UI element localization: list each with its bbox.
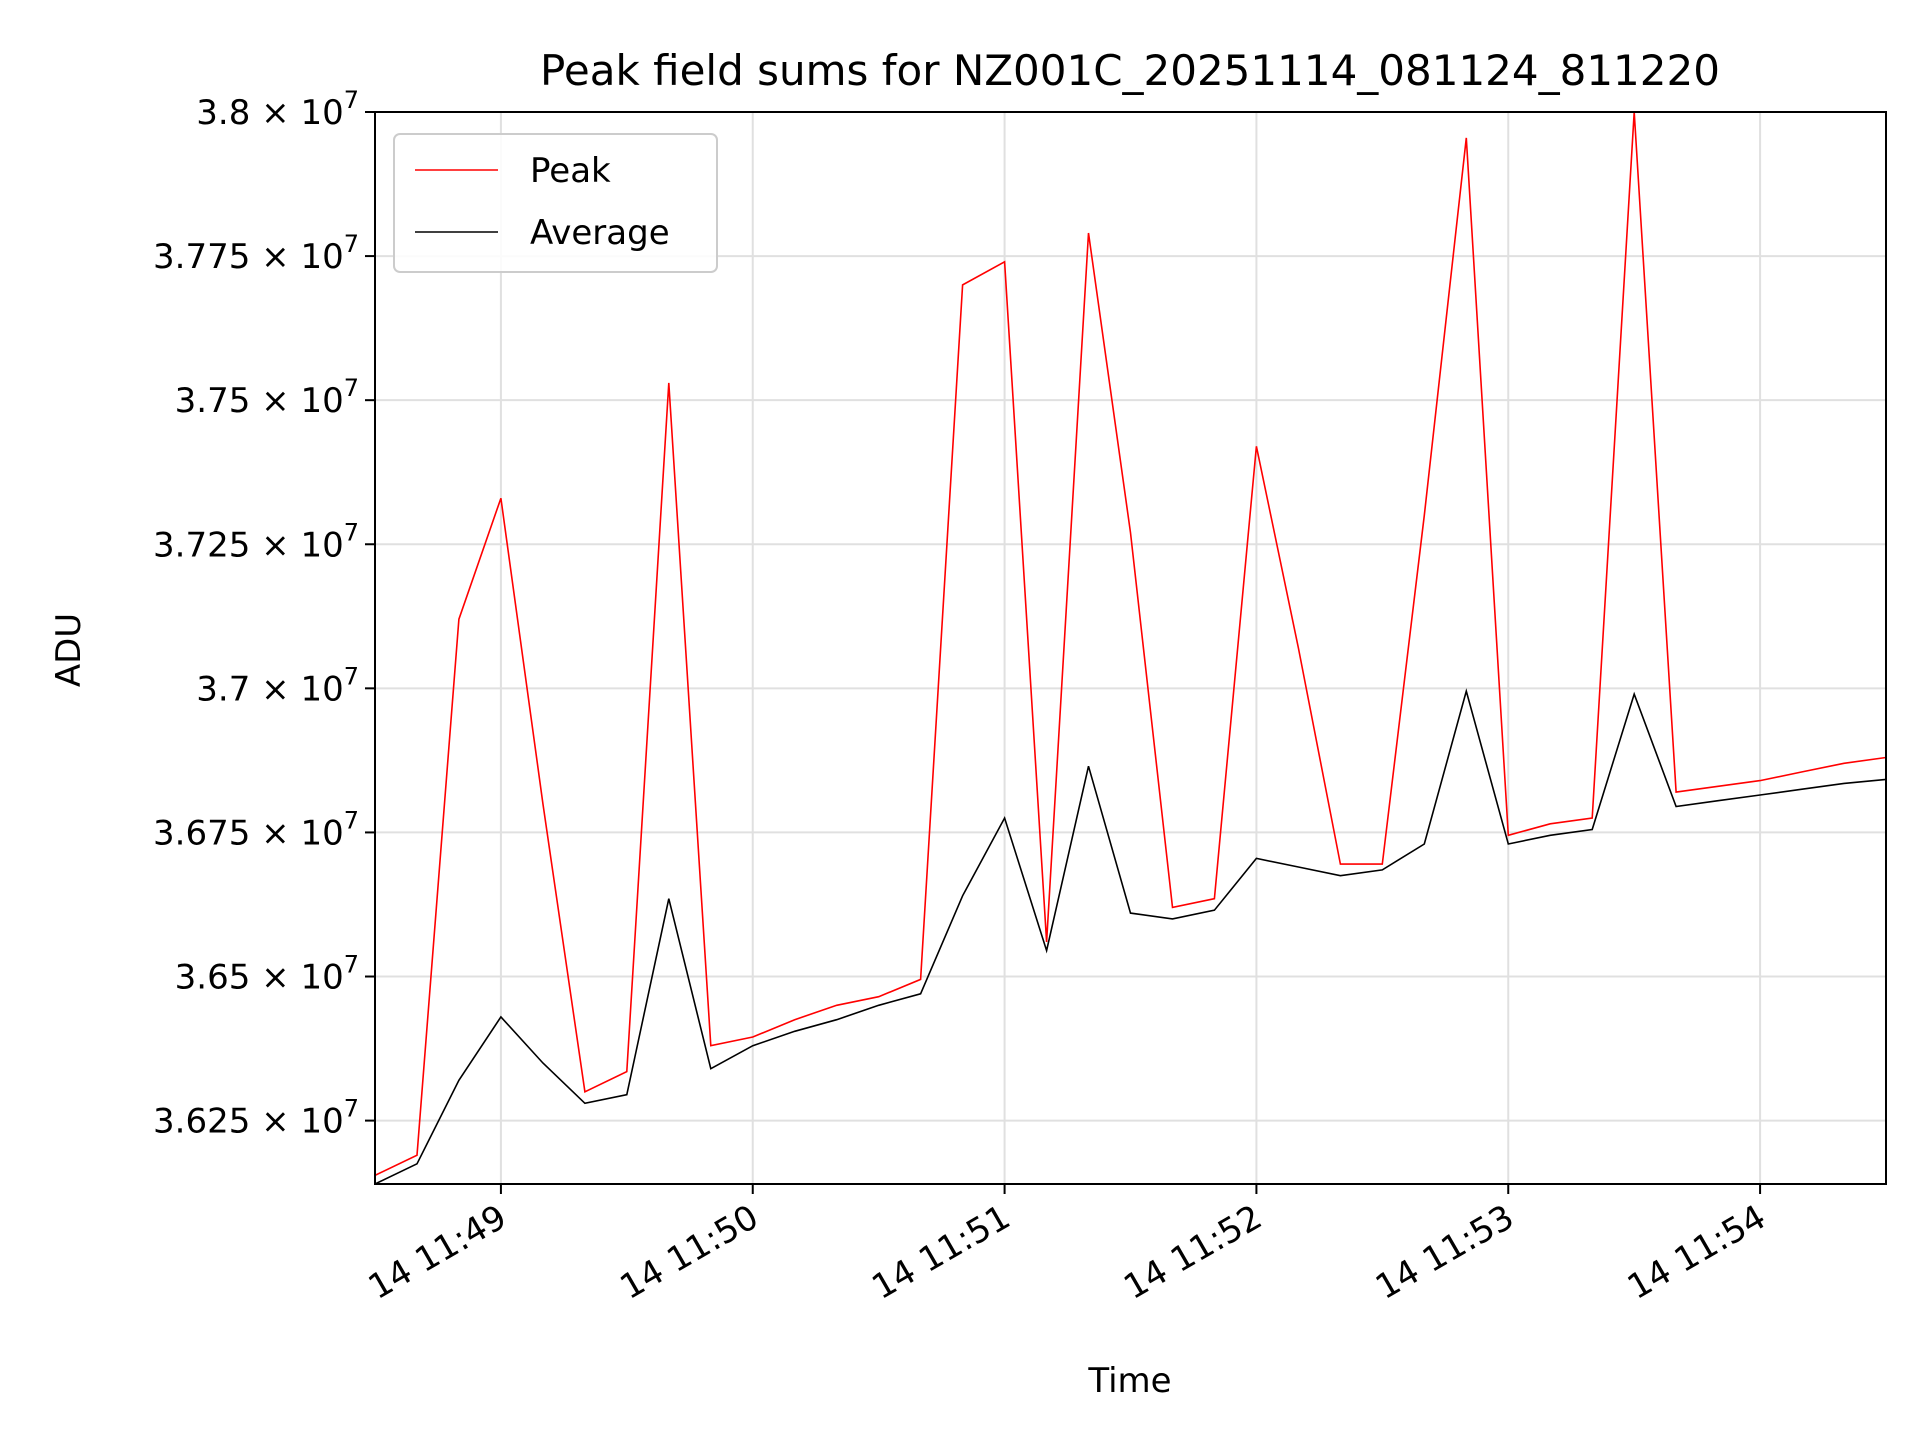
legend-label-peak: Peak bbox=[530, 151, 611, 191]
legend: Peak Average bbox=[393, 133, 718, 273]
legend-box bbox=[393, 133, 718, 273]
legend-label-average: Average bbox=[530, 213, 670, 253]
y-tick-label: 3.8 × 107 bbox=[196, 86, 359, 133]
series-line-average bbox=[374, 688, 1887, 1185]
y-tick-label: 3.725 × 107 bbox=[153, 518, 359, 565]
y-axis-label: ADU bbox=[49, 613, 89, 687]
y-tick-label: 3.675 × 107 bbox=[153, 806, 359, 853]
chart-title: Peak field sums for NZ001C_20251114_0811… bbox=[540, 46, 1720, 95]
x-axis-label: Time bbox=[1087, 1361, 1171, 1401]
y-tick-label: 3.65 × 107 bbox=[175, 951, 359, 998]
y-tick-label: 3.75 × 107 bbox=[175, 374, 359, 421]
y-tick-label: 3.775 × 107 bbox=[153, 230, 359, 277]
plot-frame bbox=[374, 111, 1887, 1185]
y-tick-label: 3.625 × 107 bbox=[153, 1095, 359, 1142]
y-tick-label: 3.7 × 107 bbox=[196, 662, 359, 709]
